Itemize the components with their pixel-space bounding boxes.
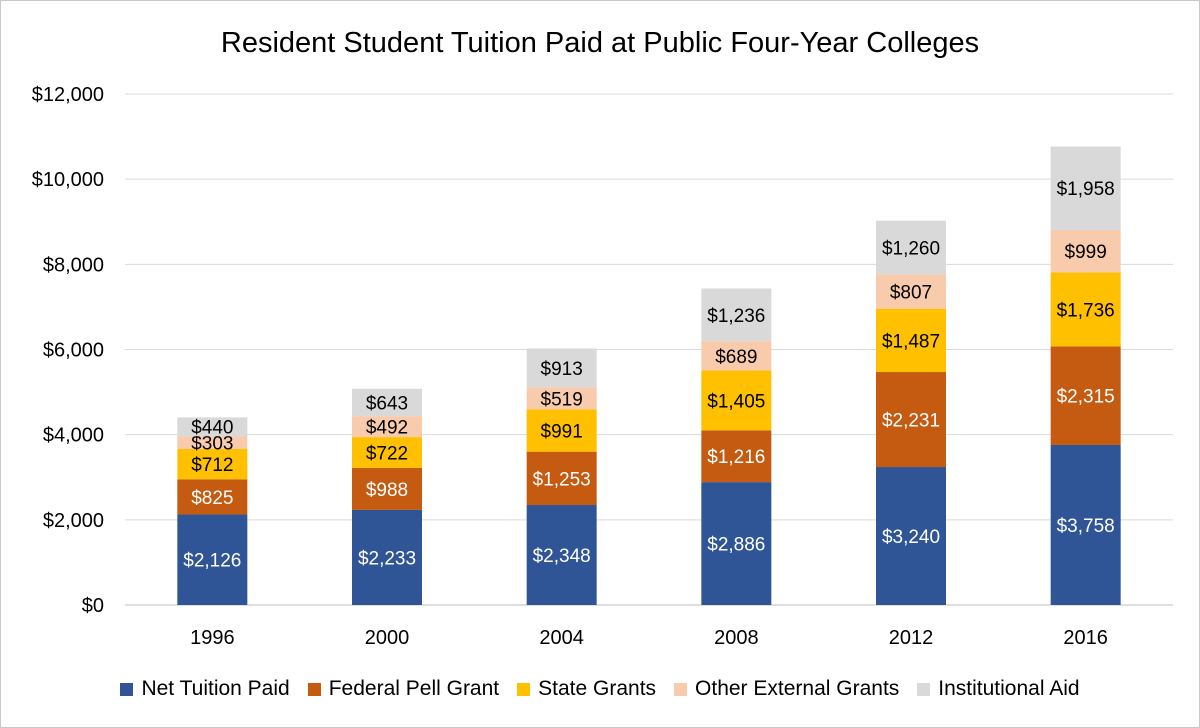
legend-item: Net Tuition Paid bbox=[120, 677, 290, 701]
legend-label: Institutional Aid bbox=[938, 677, 1080, 700]
data-label: $722 bbox=[366, 443, 408, 464]
x-tick-label: 2008 bbox=[714, 627, 759, 649]
legend-swatch bbox=[917, 682, 931, 696]
bar-segment bbox=[352, 437, 422, 468]
data-label: $643 bbox=[366, 393, 408, 414]
bar-segment bbox=[352, 509, 422, 605]
data-label: $519 bbox=[541, 389, 583, 410]
bar-segment bbox=[526, 451, 597, 506]
bar-segment bbox=[177, 436, 248, 450]
legend-swatch bbox=[307, 682, 321, 696]
legend-swatch bbox=[674, 682, 688, 696]
data-label: $1,236 bbox=[707, 306, 765, 327]
bar-segment bbox=[177, 449, 248, 480]
bar-segment bbox=[352, 416, 422, 438]
legend-item: State Grants bbox=[517, 677, 656, 701]
legend-label: Other External Grants bbox=[695, 677, 900, 700]
y-tick-label: $0 bbox=[82, 595, 104, 617]
y-tick-label: $10,000 bbox=[32, 169, 104, 191]
chart-title: Resident Student Tuition Paid at Public … bbox=[220, 27, 980, 59]
bar-segment bbox=[177, 514, 248, 605]
bar-segment bbox=[177, 417, 248, 437]
data-label: $712 bbox=[191, 455, 233, 476]
y-tick-label: $8,000 bbox=[43, 254, 104, 276]
bar-segment bbox=[526, 387, 597, 410]
bar-segment bbox=[701, 430, 772, 483]
data-label: $689 bbox=[715, 347, 757, 368]
bar-segment bbox=[701, 482, 772, 605]
data-label: $1,260 bbox=[882, 239, 940, 260]
data-label: $913 bbox=[541, 359, 583, 380]
data-label: $1,487 bbox=[882, 331, 940, 352]
bar-segment bbox=[526, 409, 597, 452]
bar-segment bbox=[876, 274, 946, 309]
bar-segment bbox=[1050, 146, 1121, 230]
bar-segment bbox=[177, 479, 248, 515]
data-label: $2,233 bbox=[358, 548, 416, 569]
data-label: $1,216 bbox=[707, 447, 765, 468]
y-tick-label: $4,000 bbox=[43, 425, 104, 447]
bar-segment bbox=[526, 348, 597, 388]
legend-item: Institutional Aid bbox=[917, 677, 1080, 701]
x-tick-label: 1996 bbox=[190, 627, 235, 649]
bar-segment bbox=[876, 467, 946, 605]
legend-swatch bbox=[120, 682, 134, 696]
data-label: $2,126 bbox=[183, 551, 241, 572]
bar-segment bbox=[1050, 346, 1121, 445]
legend-swatch bbox=[517, 682, 531, 696]
bar-segment bbox=[1050, 272, 1121, 347]
data-label: $1,736 bbox=[1057, 300, 1115, 321]
legend-label: Federal Pell Grant bbox=[328, 677, 500, 700]
bar-segment bbox=[701, 288, 772, 342]
data-label: $1,958 bbox=[1057, 179, 1115, 200]
data-label: $2,348 bbox=[533, 546, 591, 567]
data-label: $825 bbox=[191, 488, 233, 509]
legend-label: Net Tuition Paid bbox=[141, 677, 290, 700]
legend: Net Tuition Paid Federal Pell Grant State … bbox=[1, 677, 1199, 701]
bar-segment bbox=[1050, 229, 1121, 273]
data-label: $1,253 bbox=[533, 469, 591, 490]
data-label: $492 bbox=[366, 418, 408, 439]
bar-segment bbox=[876, 308, 946, 373]
bar-segment bbox=[352, 388, 422, 417]
bar-segment bbox=[876, 372, 946, 468]
data-label: $303 bbox=[191, 434, 233, 455]
bar-segment bbox=[701, 341, 772, 371]
data-label: $3,758 bbox=[1057, 516, 1115, 537]
data-label: $2,886 bbox=[707, 535, 765, 556]
y-tick-label: $12,000 bbox=[32, 84, 104, 106]
bar-segment bbox=[352, 467, 422, 510]
bar-segment bbox=[701, 370, 772, 431]
bar-segment bbox=[526, 505, 597, 605]
bar-segment bbox=[1050, 444, 1121, 605]
y-tick-label: $2,000 bbox=[43, 510, 104, 532]
legend-item: Other External Grants bbox=[674, 677, 899, 701]
data-label: $1,405 bbox=[707, 391, 765, 412]
data-label: $988 bbox=[366, 480, 408, 501]
data-label: $3,240 bbox=[882, 527, 940, 548]
data-label: $991 bbox=[541, 422, 583, 443]
data-label: $807 bbox=[890, 283, 932, 304]
y-tick-label: $6,000 bbox=[43, 340, 104, 362]
legend-item: Federal Pell Grant bbox=[307, 677, 500, 701]
data-label: $2,315 bbox=[1057, 387, 1115, 408]
x-tick-label: 2004 bbox=[539, 627, 584, 649]
x-tick-label: 2016 bbox=[1063, 627, 1108, 649]
data-label: $440 bbox=[191, 418, 233, 439]
x-tick-label: 2012 bbox=[889, 627, 934, 649]
x-tick-label: 2000 bbox=[365, 627, 410, 649]
data-label: $2,231 bbox=[882, 411, 940, 432]
bar-segment bbox=[876, 220, 946, 275]
data-label: $999 bbox=[1065, 242, 1107, 263]
legend-label: State Grants bbox=[538, 677, 657, 700]
